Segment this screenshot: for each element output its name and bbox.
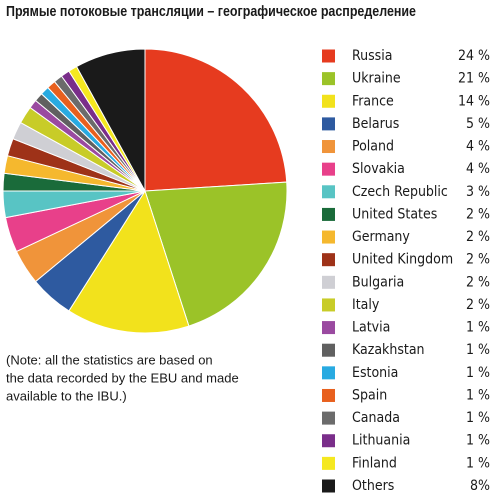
pie-slice [75, 48, 146, 192]
chart-title: Прямые потоковые трансляции – географиче… [6, 4, 416, 20]
legend-swatch [322, 117, 335, 131]
legend-label: France [352, 93, 394, 109]
legend-label: Canada [352, 410, 400, 426]
legend-swatch [322, 230, 335, 244]
legend-value: 5 % [466, 116, 490, 132]
legend-swatch [322, 479, 335, 493]
legend-value: 1 % [466, 410, 490, 426]
legend-label: Finland [352, 455, 397, 471]
legend-label: Italy [352, 297, 380, 313]
legend-value: 2 % [466, 206, 490, 222]
legend-label: Belarus [352, 116, 399, 132]
legend-swatch [322, 388, 335, 402]
legend-swatch [322, 366, 335, 380]
legend-label: United Kingdom [352, 252, 453, 268]
legend-value: 4 % [466, 139, 490, 155]
legend-swatch [322, 253, 335, 267]
legend-value: 1 % [466, 455, 490, 471]
legend-label: Others [352, 478, 394, 494]
legend-label: Slovakia [352, 161, 405, 177]
legend-label: Kazakhstan [352, 342, 425, 358]
legend-value: 3 % [466, 184, 490, 200]
legend-swatch [322, 140, 335, 154]
note: the data recorded by the EBU and made [6, 370, 239, 385]
legend-label: Lithuania [352, 433, 410, 449]
legend-value: 21 % [458, 71, 490, 87]
legend-label: Ukraine [352, 71, 401, 87]
legend-value: 8% [470, 478, 490, 494]
legend-swatch [322, 456, 335, 470]
legend-label: Estonia [352, 365, 398, 381]
legend-value: 2 % [466, 274, 490, 290]
legend-swatch [322, 94, 335, 108]
legend-label: Czech Republic [352, 184, 448, 200]
legend-swatch [322, 207, 335, 221]
legend-swatch [322, 343, 335, 357]
note: (Note: all the statistics are based on [6, 352, 213, 367]
legend-value: 4 % [466, 161, 490, 177]
legend-label: Spain [352, 387, 387, 403]
legend-value: 24 % [458, 48, 490, 64]
pie-slice [144, 48, 288, 192]
legend-swatch [322, 49, 335, 63]
legend-label: Bulgaria [352, 274, 404, 290]
legend-value: 2 % [466, 297, 490, 313]
legend-label: Poland [352, 139, 394, 155]
legend-swatch [322, 275, 335, 289]
legend-swatch [322, 72, 335, 86]
legend-value: 2 % [466, 252, 490, 268]
legend-value: 1 % [466, 387, 490, 403]
legend-value: 1 % [466, 320, 490, 336]
pie-slice [144, 181, 288, 327]
legend-label: Russia [352, 48, 392, 64]
legend-label: Latvia [352, 320, 390, 336]
legend-value: 1 % [466, 433, 490, 449]
legend-value: 1 % [466, 365, 490, 381]
legend-value: 1 % [466, 342, 490, 358]
legend-swatch [322, 411, 335, 425]
note: available to the IBU.) [6, 388, 127, 403]
legend-value: 2 % [466, 229, 490, 245]
pie-slice [68, 189, 190, 334]
legend-value: 14 % [458, 93, 490, 109]
legend-swatch [322, 298, 335, 312]
legend-swatch [322, 434, 335, 448]
legend-swatch [322, 185, 335, 199]
legend-label: Germany [352, 229, 410, 245]
legend-swatch [322, 321, 335, 335]
legend-label: United States [352, 206, 437, 222]
legend-swatch [322, 162, 335, 176]
